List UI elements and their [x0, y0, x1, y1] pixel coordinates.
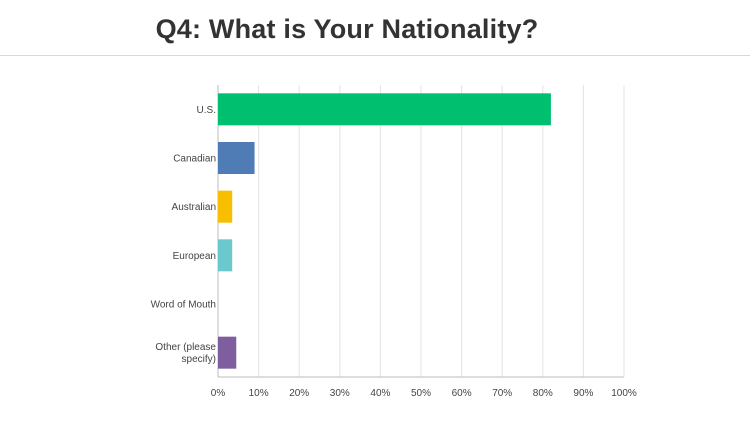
- chart-title-text: Q4: What is Your Nationality?: [155, 14, 539, 44]
- x-tick-label: 90%: [573, 388, 593, 399]
- x-tick-label: 10%: [249, 388, 269, 399]
- x-tick-label: 30%: [330, 388, 350, 399]
- category-label: Other (please: [155, 342, 216, 353]
- bar: [218, 93, 551, 126]
- bar: [218, 239, 233, 272]
- chart-title: Q4: What is Your Nationality?: [0, 14, 750, 45]
- title-divider: [0, 55, 750, 56]
- category-label: European: [173, 251, 216, 262]
- x-tick-label: 50%: [411, 388, 431, 399]
- category-label: specify): [182, 354, 216, 365]
- bar: [218, 142, 255, 174]
- x-tick-label: 60%: [452, 388, 472, 399]
- x-tick-label: 100%: [611, 388, 637, 399]
- x-tick-label: 20%: [289, 388, 309, 399]
- x-tick-label: 70%: [492, 388, 512, 399]
- x-tick-label: 40%: [370, 388, 390, 399]
- x-tick-label: 0%: [211, 388, 226, 399]
- category-label: Canadian: [173, 154, 216, 165]
- category-label: Australian: [172, 202, 216, 213]
- category-label: U.S.: [197, 105, 216, 116]
- bar: [218, 190, 233, 223]
- bar: [218, 336, 237, 369]
- x-tick-label: 80%: [533, 388, 553, 399]
- category-label: Word of Mouth: [151, 300, 216, 311]
